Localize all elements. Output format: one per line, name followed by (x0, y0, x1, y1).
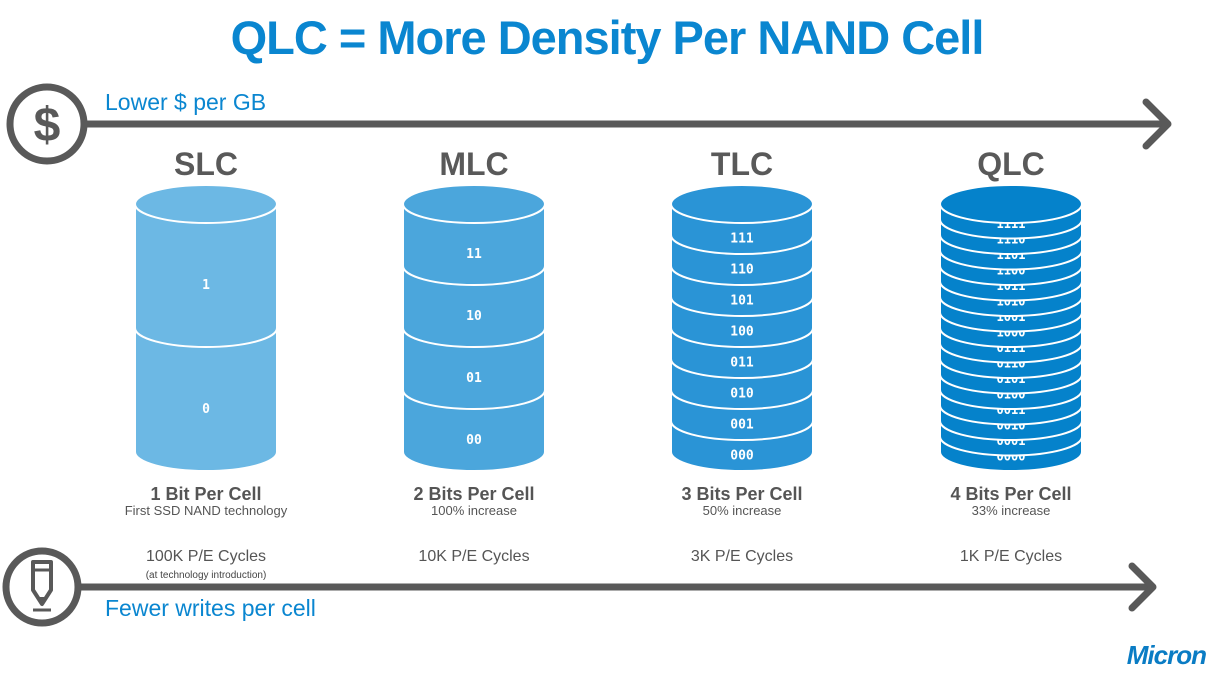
qlc-cylinder: 0000000100100011010001010110011110001001… (939, 184, 1083, 472)
tlc-cycles: 3K P/E Cycles (690, 548, 794, 565)
cell-level-label: 1 (202, 278, 210, 293)
slc-bits: 1 Bit Per Cell (150, 484, 262, 504)
cell-level-segment (402, 389, 546, 472)
mlc-bits: 2 Bits Per Cell (413, 484, 535, 504)
tlc-bits: 3 Bits Per Cell (681, 484, 803, 504)
cell-level-label: 001 (730, 418, 754, 433)
pencil-icon (2, 547, 82, 627)
mlc-cycles: 10K P/E Cycles (418, 548, 530, 565)
top-axis-label: Lower $ per GB (105, 89, 267, 115)
cell-level-label: 01 (466, 371, 482, 386)
slc-sub: First SSD NAND technology (124, 503, 288, 518)
cell-level-label: 11 (466, 247, 482, 262)
slc-title: SLC (174, 146, 238, 182)
qlc-sub: 33% increase (971, 503, 1051, 518)
micron-logo: Micron (1126, 640, 1207, 670)
cell-level-segment (402, 265, 546, 348)
top-axis-arrow (86, 98, 1172, 150)
svg-text:$: $ (34, 99, 61, 152)
cell-level-label: 010 (730, 387, 754, 402)
cell-level-label: 111 (730, 232, 754, 247)
cell-level-segment (134, 203, 278, 348)
cylinder-top (939, 184, 1083, 224)
qlc-bits: 4 Bits Per Cell (950, 484, 1072, 504)
dollar-icon: $ (6, 83, 88, 165)
cylinder-top (670, 184, 814, 224)
slc-cycles: 100K P/E Cycles (145, 548, 267, 565)
cell-level-label: 110 (730, 263, 754, 278)
slc-cylinder: 01 (134, 184, 278, 472)
cell-level-label: 100 (730, 325, 754, 340)
page-title: QLC = More Density Per NAND Cell (230, 11, 985, 64)
cylinder-top (402, 184, 546, 224)
cell-level-label: 0 (202, 402, 210, 417)
cylinder-top (134, 184, 278, 224)
mlc-cylinder: 00 01 10 11 (402, 184, 546, 472)
cell-level-label: 00 (466, 433, 482, 448)
mlc-title: MLC (439, 146, 509, 182)
cell-level-label: 000 (730, 449, 754, 464)
qlc-title: QLC (977, 146, 1045, 182)
cell-level-label: 011 (730, 356, 754, 371)
cell-level-segment (402, 203, 546, 286)
cell-level-segment (402, 327, 546, 410)
mlc-sub: 100% increase (431, 503, 517, 518)
cell-level-label: 10 (466, 309, 482, 324)
tlc-cylinder: 000 001 010 011 100 101 110 111 (670, 184, 814, 472)
cell-level-segment (134, 327, 278, 472)
bottom-axis-arrow (80, 562, 1157, 612)
cell-level-label: 101 (730, 294, 754, 309)
qlc-cycles: 1K P/E Cycles (959, 548, 1063, 565)
tlc-title: TLC (710, 146, 774, 182)
slc-cycles-note: (at technology introduction) (145, 570, 267, 581)
tlc-sub: 50% increase (702, 503, 782, 518)
bottom-axis-label: Fewer writes per cell (105, 595, 316, 621)
